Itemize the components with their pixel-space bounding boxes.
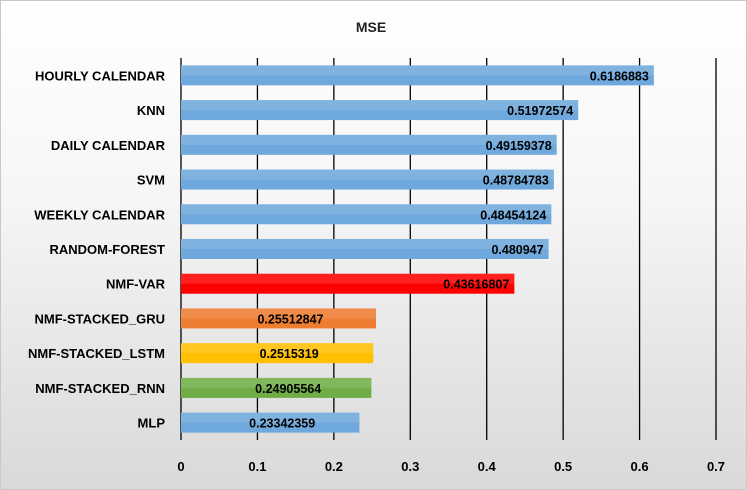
x-tick-label: 0	[177, 459, 184, 474]
bar-highlight	[181, 412, 360, 423]
bar	[181, 273, 515, 294]
bar-highlight	[181, 343, 374, 354]
data-label: 0.23342359	[249, 417, 315, 431]
data-label: 0.49159378	[486, 139, 552, 153]
chart-title: MSE	[356, 19, 386, 35]
bar-highlight	[181, 204, 552, 215]
data-label: 0.48454124	[480, 208, 546, 222]
category-label: NMF-STACKED_RNN	[35, 381, 165, 396]
data-label: 0.2515319	[260, 347, 319, 361]
x-tick-label: 0.1	[248, 459, 266, 474]
bar-highlight	[181, 100, 579, 111]
bar	[181, 65, 654, 86]
bar-highlight	[181, 377, 372, 388]
bar-highlight	[181, 65, 654, 76]
x-tick-label: 0.7	[707, 459, 725, 474]
bar	[181, 343, 374, 364]
category-label: SVM	[137, 173, 165, 188]
x-tick-label: 0.6	[631, 459, 649, 474]
x-tick-label: 0.5	[554, 459, 572, 474]
category-label: NMF-STACKED_LSTM	[28, 346, 165, 361]
x-tick-label: 0.4	[478, 459, 497, 474]
data-label: 0.51972574	[507, 104, 573, 118]
bar	[181, 169, 554, 190]
bar	[181, 377, 372, 398]
bar	[181, 308, 376, 329]
category-label: RANDOM-FOREST	[49, 242, 165, 257]
bar-highlight	[181, 169, 554, 180]
data-label: 0.25512847	[257, 312, 323, 326]
bar	[181, 204, 552, 225]
bar	[181, 412, 360, 433]
bar	[181, 134, 557, 155]
x-tick-labels: 0 0.1 0.2 0.3 0.4 0.5 0.6 0.7	[177, 459, 725, 474]
data-labels: 0.6186883 0.51972574 0.49159378 0.48784783 0…	[249, 69, 649, 430]
x-tick-label: 0.2	[325, 459, 343, 474]
bar	[181, 239, 549, 259]
category-labels: HOURLY CALENDAR KNN DAILY CALENDAR SVM WEEKL…	[28, 68, 166, 430]
category-label: KNN	[137, 103, 165, 118]
x-tick-label: 0.3	[401, 459, 419, 474]
category-label: NMF-VAR	[106, 277, 166, 292]
bar	[181, 100, 579, 121]
bars	[181, 65, 654, 433]
bar-highlight	[181, 239, 549, 249]
data-label: 0.48784783	[483, 174, 549, 188]
category-label: DAILY CALENDAR	[51, 138, 166, 153]
data-label: 0.480947	[491, 243, 543, 257]
category-label: WEEKLY CALENDAR	[34, 207, 165, 222]
data-label: 0.24905564	[255, 382, 321, 396]
bar-highlight	[181, 308, 376, 319]
data-label: 0.6186883	[590, 69, 649, 83]
category-label: HOURLY CALENDAR	[35, 68, 166, 83]
category-label: MLP	[138, 416, 166, 431]
category-label: NMF-STACKED_GRU	[35, 311, 165, 326]
data-label: 0.43616807	[443, 278, 509, 292]
bar-highlight	[181, 273, 515, 284]
bar-highlight	[181, 134, 557, 145]
